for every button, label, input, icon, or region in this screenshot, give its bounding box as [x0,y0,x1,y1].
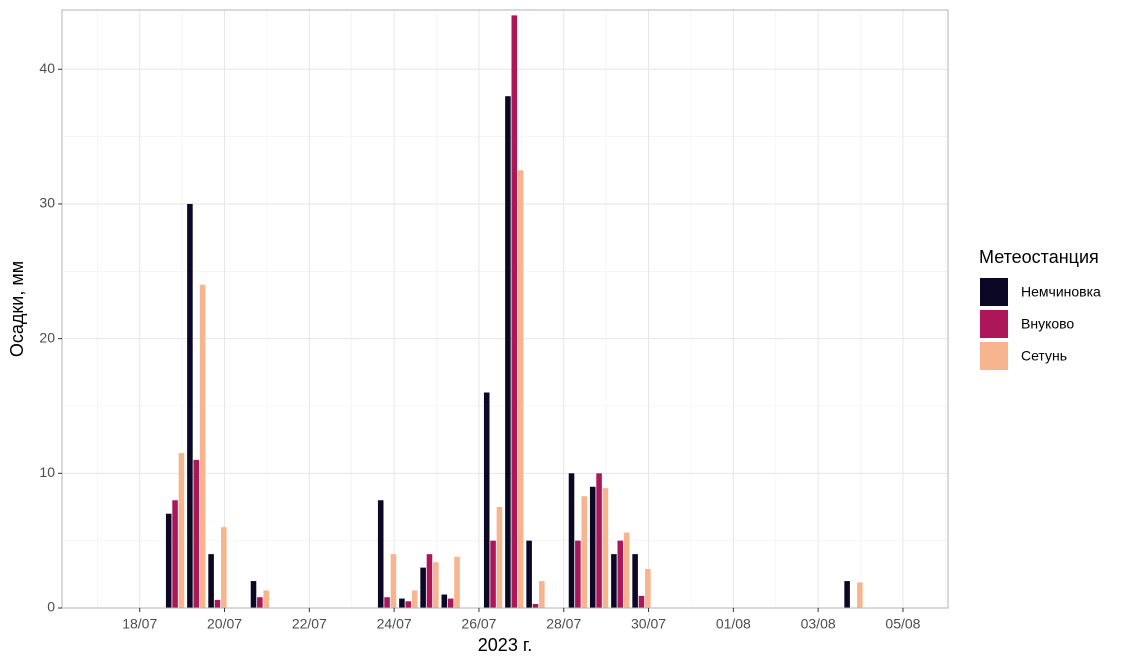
bar [490,540,496,608]
bar [638,595,645,608]
x-tick-label: 18/07 [122,616,157,632]
y-tick-label: 20 [39,329,55,345]
bar [596,473,602,608]
bar [250,581,257,608]
bar [526,540,532,608]
bar [454,556,460,608]
x-tick-label: 26/07 [461,616,496,632]
y-axis-title: Осадки, мм [7,261,27,357]
x-tick-label: 03/08 [801,616,836,632]
bars [165,15,863,609]
legend-title: Метеостанция [979,247,1099,267]
bar [214,599,221,608]
legend-label: Немчиновка [1021,284,1101,300]
y-tick-label: 0 [47,599,55,615]
bar [165,513,172,608]
bar [611,554,617,608]
bar [575,540,581,608]
bar [617,540,624,608]
x-tick-label: 01/08 [716,616,751,632]
plot-border [61,9,949,609]
x-tick-label: 05/08 [885,616,920,632]
bar [539,581,545,608]
y-tick-label: 40 [39,60,55,76]
bar [483,392,490,608]
bar [517,170,524,608]
bar [602,488,609,608]
bar [384,597,390,608]
bar [187,203,193,608]
bar [193,459,200,608]
bar [405,601,412,608]
bar [447,598,454,608]
bar [581,496,588,608]
bar [172,500,178,608]
legend-label: Сетунь [1021,348,1067,364]
bar [399,598,405,608]
bar [411,590,418,608]
legend-swatch [980,342,1008,370]
bar [377,500,384,608]
bar [505,96,511,609]
bar [511,15,518,608]
x-tick-label: 30/07 [631,616,666,632]
bar [496,506,503,608]
bar [420,567,426,608]
x-tick-label: 22/07 [292,616,327,632]
legend-swatch [980,278,1008,306]
bar [390,554,397,608]
x-tick-label: 24/07 [377,616,412,632]
bar [568,473,575,608]
bar [645,568,651,608]
x-tick-label: 20/07 [207,616,242,632]
grid [62,10,948,609]
x-axis-title: 2023 г. [478,635,532,655]
bar [433,562,439,608]
bar [221,527,227,608]
bar [441,594,448,608]
bar [257,597,263,608]
x-tick-label: 28/07 [546,616,581,632]
y-tick-label: 10 [39,464,55,480]
legend-label: Внуково [1021,316,1074,332]
y-tick-label: 30 [39,195,55,211]
bar [589,486,596,608]
bar [857,582,863,608]
bar [532,603,539,608]
bar [263,590,270,608]
bar [426,554,433,608]
bar [208,554,214,608]
bar [178,453,185,608]
bar [632,554,638,608]
bar [623,532,630,608]
bar [199,284,206,608]
legend-swatch [980,310,1008,338]
bar [844,581,850,608]
